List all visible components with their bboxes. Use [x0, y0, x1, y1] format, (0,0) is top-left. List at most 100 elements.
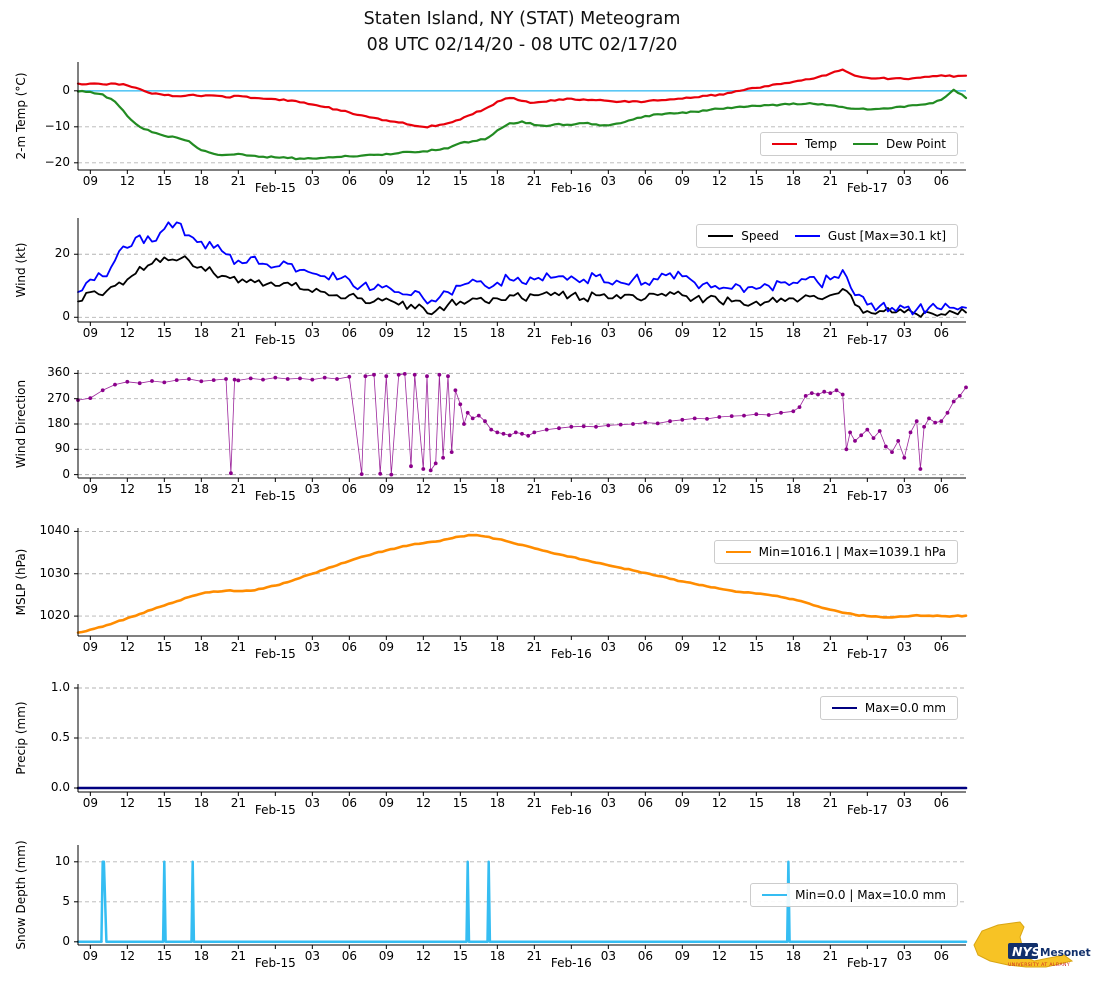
- x-tick-label: 18: [193, 174, 209, 188]
- scatter-dot: [137, 381, 142, 386]
- x-tick-label: 15: [156, 326, 172, 340]
- panels-container: 2-m Temp (°C) 0 −10 −20 09 12 15 18 21 Feb-15 03 06…: [14, 0, 968, 1001]
- x-tick-label: 15: [156, 640, 172, 654]
- y-tick-label: 0.0: [50, 780, 70, 794]
- scatter-dot: [631, 422, 635, 426]
- scatter-dot: [465, 410, 470, 415]
- x-tick-label: 12: [711, 640, 727, 654]
- x-tick-label: 12: [119, 482, 135, 496]
- legend-swatch: [762, 894, 788, 896]
- x-tick-label: Feb-15: [254, 489, 296, 503]
- x-tick-label: 21: [822, 174, 838, 188]
- x-tick-label: 12: [711, 796, 727, 810]
- scatter-dot: [848, 430, 852, 435]
- x-tick-label: 06: [637, 640, 653, 654]
- x-tick-label: 12: [711, 482, 727, 496]
- x-tick-label: 12: [415, 326, 431, 340]
- scatter-dot: [643, 420, 648, 425]
- x-tick-label: 21: [526, 640, 542, 654]
- x-tick-label: 18: [489, 949, 505, 963]
- x-tick-label: 06: [637, 796, 653, 810]
- y-tick-label: 360: [47, 365, 70, 380]
- scatter-dot: [890, 450, 894, 454]
- legend-label: Min=0.0 | Max=10.0 mm: [795, 888, 946, 902]
- y-tick-label: 180: [47, 416, 70, 430]
- x-tick-label: 12: [119, 796, 135, 810]
- scatter-dot: [187, 377, 191, 381]
- plot-svg-snow-depth: [74, 845, 968, 949]
- x-tick-label: Feb-15: [254, 956, 296, 970]
- x-tick-label: Feb-17: [846, 956, 888, 970]
- x-tick-label: 06: [933, 640, 949, 654]
- x-tick-label: Feb-15: [254, 333, 296, 347]
- x-tick-label: 15: [452, 796, 468, 810]
- x-tick-label: 03: [304, 482, 320, 496]
- legend: Min=1016.1 | Max=1039.1 hPa: [713, 540, 958, 564]
- x-tick-label: 21: [526, 482, 542, 496]
- x-tick-label: 15: [156, 796, 172, 810]
- x-tick-label: 18: [785, 640, 801, 654]
- legend-entry: Temp: [771, 137, 837, 151]
- scatter-dot: [877, 429, 882, 433]
- x-tick-label: 03: [304, 949, 320, 963]
- scatter-dot: [717, 415, 722, 419]
- x-tick-label: 03: [304, 326, 320, 340]
- x-tick-label: 06: [933, 482, 949, 496]
- panel-snow-depth: Snow Depth (mm) 0 5 10 09 12 15 18 21 Feb-15 03 06 0…: [14, 840, 968, 970]
- x-tick-label: 03: [600, 174, 616, 188]
- x-tick-label: 18: [785, 326, 801, 340]
- x-tick-label: 15: [452, 949, 468, 963]
- nys-badge: [1008, 943, 1038, 959]
- scatter-dot: [896, 439, 901, 443]
- y-tick-label: 1020: [39, 608, 70, 623]
- y-tick-label: 5: [62, 893, 70, 908]
- legend-swatch: [852, 143, 878, 145]
- x-tick-label: 06: [341, 640, 357, 654]
- scatter-dot: [557, 426, 561, 431]
- x-tick-label: 21: [822, 949, 838, 963]
- scatter-dot: [871, 436, 876, 440]
- legend-entry: Min=1016.1 | Max=1039.1 hPa: [725, 545, 946, 559]
- scatter-dot: [692, 416, 697, 421]
- scatter-dot: [285, 377, 290, 381]
- scatter-dot: [489, 427, 494, 432]
- x-tick-label: 09: [82, 174, 98, 188]
- plot-svg-temp: [74, 62, 968, 174]
- x-tick-label: 06: [341, 326, 357, 340]
- x-tick-label: 18: [785, 174, 801, 188]
- title-line-2: 08 UTC 02/14/20 - 08 UTC 02/17/20: [366, 35, 678, 55]
- x-tick-label: 09: [82, 796, 98, 810]
- x-tick-label: 09: [674, 174, 690, 188]
- series-gust: [77, 221, 967, 316]
- scatter-dot: [951, 399, 956, 404]
- x-tick-label: Feb-17: [846, 333, 888, 347]
- x-tick-label: 15: [156, 949, 172, 963]
- scatter-dot: [766, 413, 771, 417]
- x-tick-label: 12: [711, 174, 727, 188]
- legend-entry: Max=0.0 mm: [831, 701, 946, 715]
- scatter-dot: [532, 430, 537, 435]
- scatter-dot: [359, 472, 364, 476]
- x-tick-label: 21: [230, 949, 246, 963]
- legend-label: Speed: [741, 229, 779, 243]
- x-tick-label: 21: [526, 174, 542, 188]
- x-tick-label: 12: [415, 174, 431, 188]
- scatter-dot: [409, 464, 413, 469]
- x-tick-label: 09: [674, 949, 690, 963]
- scatter-dot: [908, 430, 913, 435]
- x-tick-label: Feb-15: [254, 803, 296, 817]
- x-tick-label: 06: [933, 796, 949, 810]
- x-tick-label: 18: [193, 640, 209, 654]
- series-snow-depth: [76, 860, 968, 944]
- legend-swatch: [831, 707, 857, 709]
- scatter-dot: [428, 468, 433, 473]
- x-tick-label: 03: [896, 640, 912, 654]
- scatter-dot: [594, 424, 598, 429]
- scatter-dot: [446, 374, 450, 379]
- scatter-dot: [840, 392, 845, 397]
- scatter-dot: [322, 375, 327, 380]
- plot-svg-mslp: [74, 528, 968, 640]
- x-tick-label: 15: [748, 326, 764, 340]
- scatter-dot: [705, 417, 709, 421]
